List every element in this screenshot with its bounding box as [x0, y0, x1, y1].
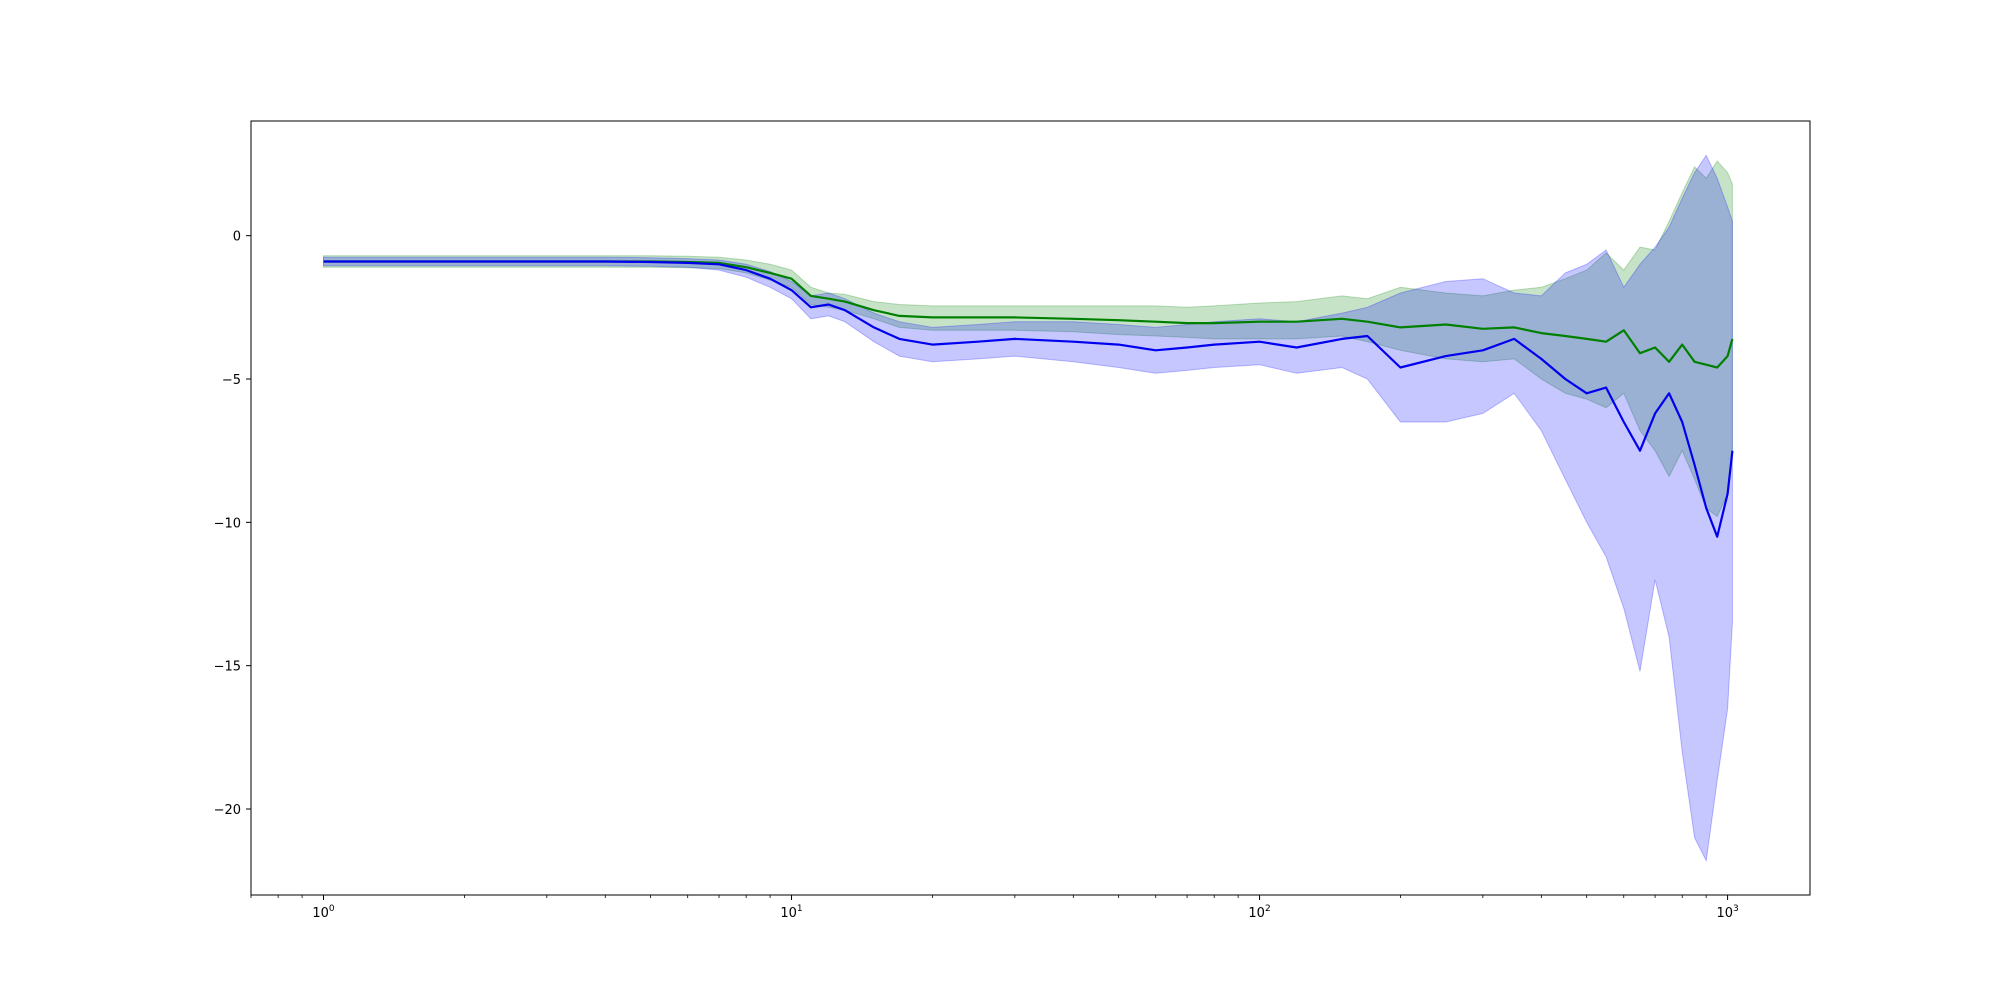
x-axis: 100 101 102 103	[250, 895, 1739, 921]
y-tick-label: 0	[233, 230, 241, 245]
x-tick-label: 103	[1716, 904, 1738, 921]
y-tick-label: −20	[214, 803, 241, 818]
x-tick-label: 102	[1248, 904, 1270, 921]
x-tick-label: 101	[780, 904, 802, 921]
y-tick-label: −15	[214, 660, 241, 675]
y-tick-label: −10	[214, 516, 241, 531]
series-2-confidence-band	[323, 154, 1733, 863]
y-tick-label: −5	[222, 373, 241, 388]
plot-frame	[250, 120, 1811, 896]
y-axis: 0 −5 −10 −15 −20	[214, 230, 251, 818]
plot-area	[323, 154, 1734, 863]
series-1-line	[323, 260, 1734, 369]
series-2-line	[323, 260, 1734, 538]
x-tick-label: 100	[312, 904, 335, 921]
